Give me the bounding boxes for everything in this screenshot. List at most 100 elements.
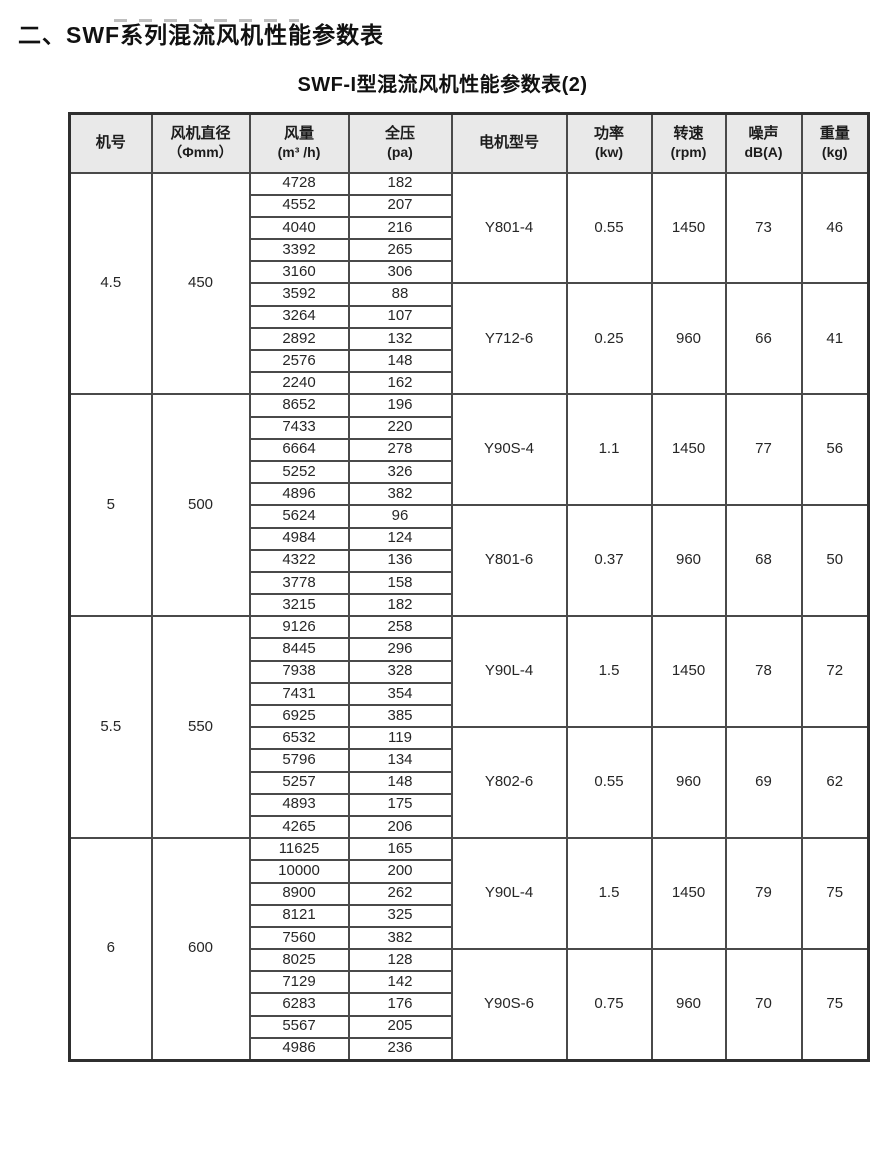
pressure-cell: 132 <box>347 326 453 352</box>
table-row: 4896 382 <box>70 482 869 507</box>
pressure-cell: 216 <box>347 215 453 241</box>
power-cell: 0.25 <box>565 282 653 396</box>
airflow-cell: 2240 <box>248 371 350 396</box>
weight-cell: 62 <box>800 726 870 840</box>
col-header-label: 转速 <box>673 125 704 143</box>
pressure-cell: 206 <box>347 814 453 840</box>
airflow-cell: 3392 <box>248 238 350 263</box>
weight-cell: 75 <box>800 948 870 1061</box>
model-cell: 4.5 <box>68 171 153 396</box>
airflow-cell: 4896 <box>248 482 350 507</box>
speed-cell: 1450 <box>650 615 727 729</box>
table-header: 机号 风机直径 （Φmm） 风量 (m³ /h) 全压 (pa) 电机型号 功率 <box>68 112 870 174</box>
table-row: 3160 306 <box>70 260 869 285</box>
col-header-airflow: 风量 (m³ /h) <box>248 112 350 174</box>
power-cell: 1.5 <box>565 615 653 729</box>
pressure-cell: 196 <box>347 393 453 418</box>
airflow-cell: 5796 <box>248 748 350 773</box>
col-header-label: 重量 <box>819 125 850 143</box>
pressure-cell: 328 <box>347 659 453 684</box>
airflow-cell: 8445 <box>248 637 350 662</box>
pressure-cell: 220 <box>347 415 453 440</box>
airflow-cell: 4728 <box>248 171 350 196</box>
table-row: 7431 354 <box>70 681 869 707</box>
pressure-cell: 142 <box>347 970 453 995</box>
airflow-cell: 9126 <box>248 615 350 640</box>
table-row: 6 600 11625 165 Y90L-4 1.5 1450 79 75 <box>68 837 870 1061</box>
airflow-cell: 4040 <box>248 215 350 241</box>
pressure-cell: 162 <box>347 371 453 396</box>
motor-cell: Y90S-6 <box>450 948 568 1061</box>
power-cell: 0.55 <box>565 726 653 840</box>
weight-cell: 56 <box>800 393 870 507</box>
col-header-power: 功率 (kw) <box>565 112 653 174</box>
table-row: 6925 385 <box>70 703 869 729</box>
noise-cell: 70 <box>724 948 803 1061</box>
table-body: 4.5 450 4728 182 Y801-4 0.55 1450 73 46 4552 207 40… <box>68 171 870 1062</box>
diameter-cell: 450 <box>150 171 251 396</box>
airflow-cell: 3215 <box>248 593 350 618</box>
airflow-cell: 4984 <box>248 526 350 551</box>
noise-cell: 68 <box>724 504 803 618</box>
diameter-cell: 500 <box>150 393 251 618</box>
weight-cell: 72 <box>800 615 870 729</box>
model-cell: 5 <box>68 393 153 618</box>
pressure-cell: 382 <box>347 925 453 951</box>
airflow-cell: 5257 <box>248 770 350 795</box>
col-header-label: 风量 <box>283 125 314 143</box>
table-row: 4986 236 <box>70 1036 869 1062</box>
airflow-cell: 3778 <box>248 570 350 596</box>
pressure-cell: 134 <box>347 748 453 773</box>
pressure-cell: 124 <box>347 526 453 551</box>
table-row: 5796 134 <box>70 748 869 773</box>
power-cell: 1.1 <box>565 393 653 507</box>
pressure-cell: 236 <box>347 1036 453 1062</box>
motor-cell: Y90S-4 <box>450 393 568 507</box>
airflow-cell: 4893 <box>248 792 350 817</box>
diameter-cell: 600 <box>150 837 251 1061</box>
table-row: 6283 176 <box>70 992 869 1017</box>
pressure-cell: 207 <box>347 193 453 218</box>
speed-cell: 1450 <box>650 837 727 951</box>
speed-cell: 1450 <box>650 171 727 285</box>
pressure-cell: 265 <box>347 238 453 263</box>
table-row: 5624 96 Y801-6 0.37 960 68 50 <box>70 504 870 618</box>
table-row: 6664 278 <box>70 437 869 462</box>
table-row: 4322 136 <box>70 548 869 573</box>
motor-cell: Y802-6 <box>450 726 568 840</box>
table-row: 2576 148 <box>70 348 869 374</box>
weight-cell: 46 <box>800 171 870 285</box>
pressure-cell: 258 <box>347 615 453 640</box>
table-row: 6532 119 Y802-6 0.55 960 69 62 <box>70 726 870 840</box>
table-row: 4040 216 <box>70 215 869 241</box>
table-row: 8025 128 Y90S-6 0.75 960 70 75 <box>70 948 870 1061</box>
col-header-unit: (rpm) <box>670 143 707 160</box>
col-header-label: 噪声 <box>748 125 779 143</box>
table-row: 3264 107 <box>70 304 869 329</box>
table-row: 4984 124 <box>70 526 869 551</box>
airflow-cell: 2892 <box>248 326 350 352</box>
table-row: 5.5 550 9126 258 Y90L-4 1.5 1450 78 72 <box>68 615 870 840</box>
airflow-cell: 3592 <box>248 282 350 307</box>
pressure-cell: 200 <box>347 859 453 884</box>
col-header-noise: 噪声 dB(A) <box>724 112 803 174</box>
table-row: 7560 382 <box>70 925 869 951</box>
pressure-cell: 385 <box>347 703 453 729</box>
col-header-motor: 电机型号 <box>450 112 568 174</box>
pressure-cell: 262 <box>347 881 453 906</box>
weight-cell: 75 <box>800 837 870 951</box>
col-header-unit: （Φmm） <box>168 143 233 160</box>
airflow-cell: 6532 <box>248 726 350 751</box>
table-row: 5257 148 <box>70 770 869 795</box>
airflow-cell: 6283 <box>248 992 350 1017</box>
col-header-model: 机号 <box>68 112 153 174</box>
airflow-cell: 4552 <box>248 193 350 218</box>
table-row: 2240 162 <box>70 371 869 396</box>
col-header-label: 电机型号 <box>478 133 539 151</box>
col-header-unit: (kg) <box>821 143 848 160</box>
airflow-cell: 7560 <box>248 925 350 951</box>
diameter-cell: 550 <box>150 615 251 840</box>
table-row: 3392 265 <box>70 238 869 263</box>
speed-cell: 960 <box>650 504 727 618</box>
table-row: 3778 158 <box>70 570 869 596</box>
